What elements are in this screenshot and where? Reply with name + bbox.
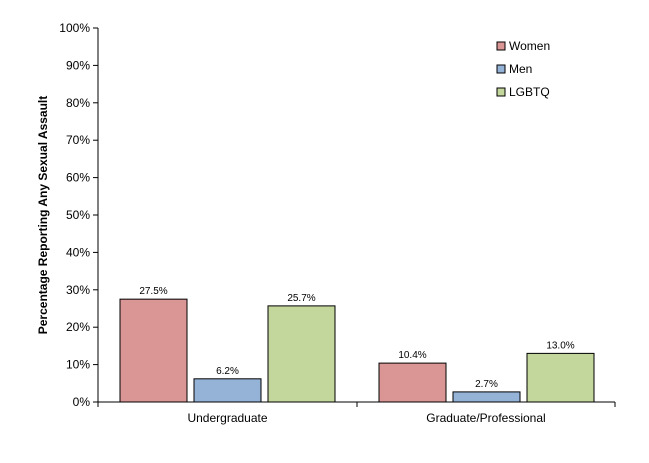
legend-swatch-lgbtq <box>496 87 506 97</box>
legend-label-women: Women <box>509 39 550 53</box>
y-ticks: 0% 10% 20% 30% 40% 50% 60% 70% 80% 90% 100% <box>59 21 98 409</box>
data-label: 6.2% <box>216 366 239 377</box>
y-tick-label: 20% <box>66 320 90 334</box>
y-axis-label: Percentage Reporting Any Sexual Assault <box>36 96 50 335</box>
bar-men-undergraduate <box>193 378 262 403</box>
bar-women-graduate <box>378 362 447 403</box>
data-labels: 27.5% 6.2% 25.7% 10.4% 2.7% 13.0% <box>139 286 574 390</box>
y-tick-label: 70% <box>66 133 90 147</box>
y-tick-label: 30% <box>66 283 90 297</box>
bar-lgbtq-graduate <box>526 352 595 403</box>
legend-label-lgbtq: LGBTQ <box>509 85 550 99</box>
bar-lgbtq-undergraduate <box>267 305 336 403</box>
bar-men-graduate <box>452 391 521 403</box>
x-tick-label: Graduate/Professional <box>426 411 545 425</box>
y-tick-label: 100% <box>59 21 90 35</box>
x-tick-label: Undergraduate <box>187 411 267 425</box>
data-label: 27.5% <box>139 286 167 297</box>
x-ticks: Undergraduate Graduate/Professional <box>97 402 616 425</box>
y-tick-label: 50% <box>66 208 90 222</box>
y-tick-label: 90% <box>66 58 90 72</box>
legend-label-men: Men <box>509 62 532 76</box>
legend-swatch-women <box>496 41 506 51</box>
data-label: 10.4% <box>398 350 426 361</box>
y-tick-label: 10% <box>66 358 90 372</box>
bars <box>119 298 595 403</box>
data-label: 2.7% <box>475 379 498 390</box>
bar-women-undergraduate <box>119 298 188 403</box>
y-tick-label: 60% <box>66 171 90 185</box>
data-label: 25.7% <box>287 293 315 304</box>
data-label: 13.0% <box>546 340 574 351</box>
legend-swatch-men <box>496 64 506 74</box>
legend: Women Men LGBTQ <box>496 39 550 99</box>
y-tick-label: 40% <box>66 245 90 259</box>
y-tick-label: 80% <box>66 96 90 110</box>
y-tick-label: 0% <box>73 395 91 409</box>
